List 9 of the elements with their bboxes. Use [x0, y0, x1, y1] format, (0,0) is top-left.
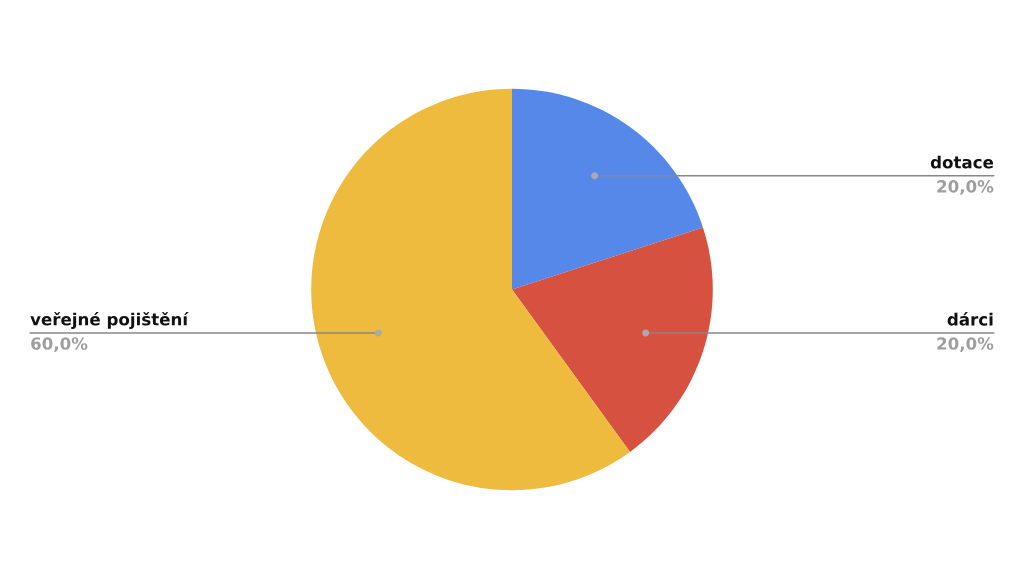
- data-label: 60,0%: [31, 337, 88, 352]
- data-label: 20,0%: [937, 180, 994, 195]
- pie-slice: [512, 88, 703, 290]
- slice-label: dárci: [947, 312, 993, 326]
- pie-slice: [311, 88, 631, 491]
- slice-label: veřejné pojištění: [30, 311, 189, 329]
- pie-slice: [512, 227, 713, 452]
- data-label: 20,0%: [937, 337, 994, 352]
- slice-label: dotace: [930, 155, 994, 169]
